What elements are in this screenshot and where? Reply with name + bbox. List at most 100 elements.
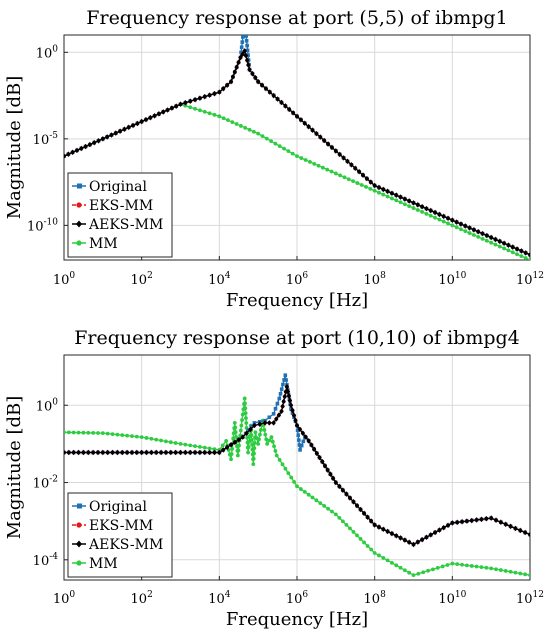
data-point — [243, 125, 248, 130]
data-point — [287, 397, 293, 404]
legend-marker — [76, 540, 82, 548]
data-point — [264, 437, 269, 442]
data-point — [244, 38, 249, 43]
data-point — [113, 130, 118, 136]
data-point — [243, 401, 247, 406]
data-point — [351, 530, 356, 534]
data-point — [197, 95, 203, 101]
data-point — [237, 443, 241, 448]
data-point — [416, 571, 421, 576]
data-point — [117, 128, 123, 134]
data-point — [320, 458, 325, 465]
data-point — [228, 441, 234, 448]
data-point — [262, 420, 268, 426]
data-point — [202, 93, 207, 100]
data-point — [450, 520, 455, 526]
data-point — [317, 454, 322, 461]
data-point — [279, 99, 284, 106]
legend-marker — [76, 560, 82, 566]
x-tick-label: 102 — [131, 590, 153, 607]
data-point — [96, 137, 101, 144]
data-point — [224, 438, 229, 443]
data-point — [501, 240, 507, 247]
data-point — [519, 254, 524, 259]
data-point — [258, 432, 262, 437]
data-point — [428, 213, 433, 218]
data-point — [493, 236, 498, 243]
data-point — [143, 116, 149, 123]
data-point — [183, 442, 188, 447]
data-point — [251, 456, 256, 461]
data-point — [322, 463, 328, 469]
data-point — [193, 106, 197, 111]
data-point — [321, 137, 327, 144]
data-point — [122, 126, 127, 133]
data-point — [484, 238, 489, 243]
data-point — [333, 512, 338, 517]
data-point — [364, 175, 370, 182]
data-point — [284, 378, 288, 382]
data-point — [212, 447, 217, 452]
data-point — [161, 109, 166, 115]
data-point — [528, 258, 530, 260]
data-point — [337, 515, 342, 520]
x-tick-label: 1012 — [516, 590, 544, 607]
data-point — [365, 514, 370, 521]
data-point — [284, 384, 290, 390]
data-point — [224, 444, 230, 451]
data-point — [64, 153, 67, 159]
data-point — [294, 113, 300, 120]
data-point — [168, 449, 173, 456]
data-point — [115, 432, 120, 437]
data-point — [207, 92, 212, 98]
y-tick-label: 10-4 — [33, 552, 59, 569]
data-point — [159, 438, 163, 443]
data-point — [301, 439, 306, 444]
data-point — [390, 560, 394, 565]
data-point — [277, 144, 282, 149]
data-point — [283, 373, 288, 378]
data-point — [96, 431, 100, 435]
data-point — [273, 406, 278, 411]
data-point — [240, 418, 244, 422]
data-point — [309, 442, 314, 448]
data-point — [441, 524, 446, 531]
x-tick-label: 100 — [53, 590, 76, 607]
y-axis-label: Magnitude [dB] — [4, 76, 25, 220]
data-point — [178, 101, 183, 108]
data-point — [433, 215, 437, 220]
data-point — [139, 118, 144, 125]
data-point — [173, 103, 179, 109]
data-point — [188, 105, 193, 110]
data-point — [398, 200, 403, 205]
data-point — [303, 158, 308, 162]
data-point — [344, 491, 349, 497]
data-point — [242, 396, 247, 401]
data-point — [351, 498, 356, 505]
data-point — [294, 422, 300, 429]
chart-panel-1: Frequency response at port (5,5) of ibmp… — [4, 7, 544, 311]
data-point — [372, 188, 377, 193]
data-point — [488, 515, 494, 521]
x-tick-label: 106 — [286, 271, 309, 288]
data-point — [246, 450, 250, 455]
data-point — [233, 430, 238, 435]
data-point — [81, 430, 86, 435]
data-point — [368, 186, 373, 191]
legend-marker — [76, 202, 82, 208]
data-point — [476, 228, 481, 235]
data-point — [267, 415, 272, 420]
data-point — [394, 532, 399, 539]
data-point — [441, 213, 446, 220]
legend-label: Original — [89, 499, 147, 515]
data-point — [506, 242, 511, 248]
data-point — [420, 210, 425, 214]
data-point — [244, 430, 249, 437]
data-point — [262, 428, 267, 432]
data-point — [508, 523, 513, 530]
data-point — [355, 533, 359, 538]
data-point — [424, 211, 429, 216]
data-point — [283, 466, 288, 471]
data-point — [411, 573, 416, 578]
